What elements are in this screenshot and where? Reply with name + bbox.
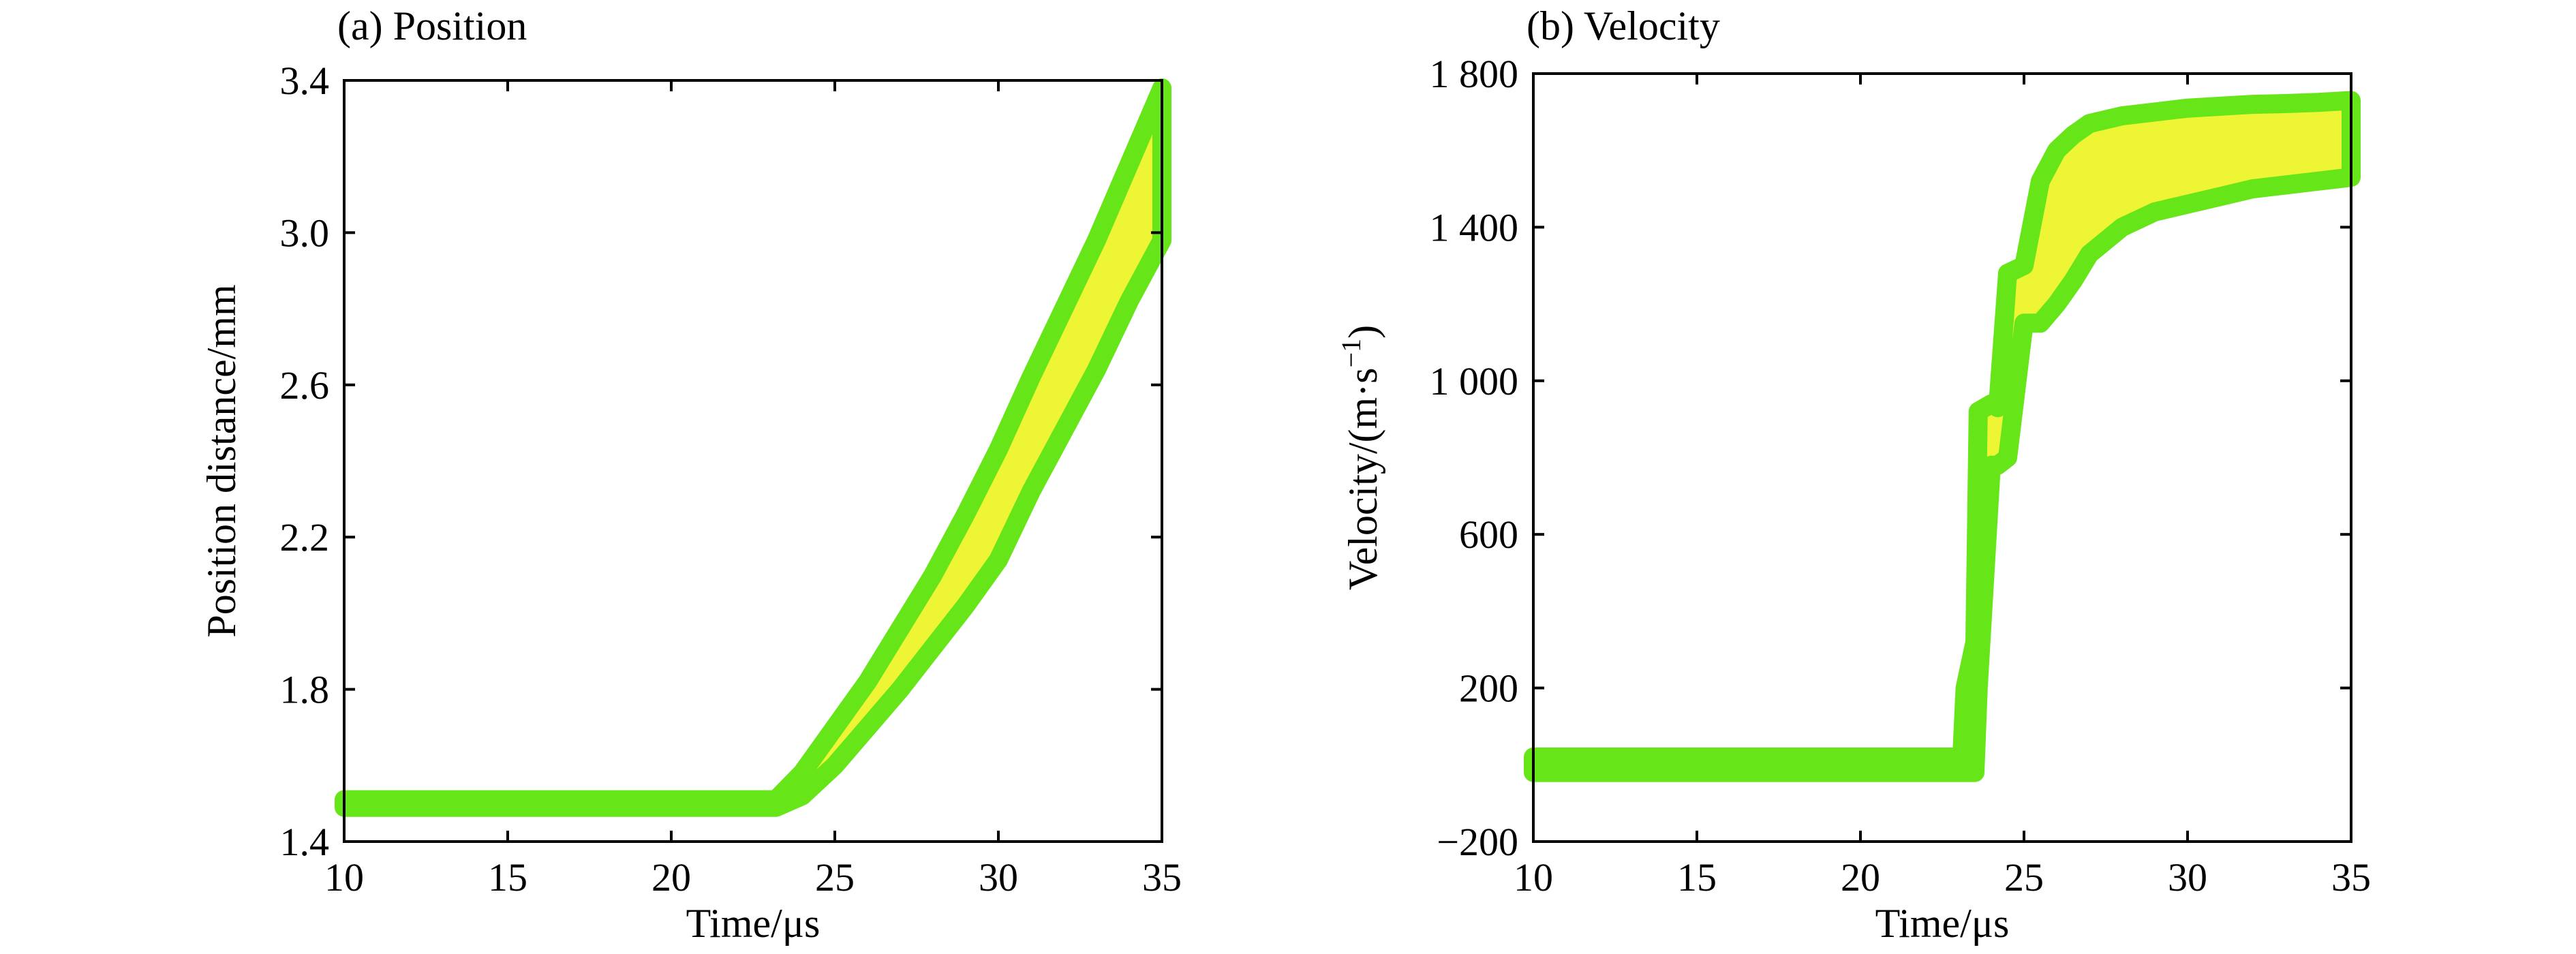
x-tick-label: 30 [2168,855,2207,899]
y-tick-label: 3.0 [280,211,330,255]
y-axis-label: Position distance/mm [199,284,244,637]
y-axis-label: Velocity/(m·s−1) [1336,325,1385,590]
axes-frame [343,79,1163,843]
chart-title: (a) Position [337,3,527,48]
x-tick-label: 25 [815,855,855,899]
y-axis-label-text: Velocity/(m·s [1340,367,1385,590]
x-tick-label: 15 [1677,855,1717,899]
axes-frame [1532,72,2352,843]
y-axis-label-close: ) [1340,325,1385,339]
chart-title: (b) Velocity [1527,3,1720,48]
x-tick-label: 20 [651,855,691,899]
y-tick-label: 1 000 [1430,359,1519,403]
y-tick-label: 2.2 [280,515,330,559]
x-tick-label: 30 [979,855,1018,899]
y-axis-label-text: Position distance/mm [199,284,244,637]
y-tick-label: 1 800 [1430,52,1519,96]
x-tick-label: 35 [2331,855,2371,899]
y-tick-label: 200 [1459,666,1518,711]
y-tick-label: 600 [1459,512,1518,557]
x-tick-label: 10 [1514,855,1553,899]
y-tick-label: −200 [1437,820,1518,864]
y-tick-label: 2.6 [280,363,330,407]
x-tick-label: 35 [1142,855,1182,899]
y-tick-label: 1 400 [1430,205,1519,249]
x-tick-label: 20 [1841,855,1880,899]
y-tick-label: 1.4 [280,820,330,864]
chart-panel-1: 10 15 20 25 30 35 1.4 1.8 2.2 2.6 3.0 3.4(a) Positi… [199,3,1182,946]
x-tick-label: 25 [2004,855,2044,899]
x-axis-label: Time/μs [1875,901,2010,946]
chart-panel-2: 10 15 20 25 30 35 −200 200 600 1 000 1 400 1 800(b)… [1336,3,2371,946]
x-tick-label: 10 [324,855,364,899]
x-tick-label: 15 [488,855,527,899]
y-tick-label: 3.4 [280,59,330,103]
y-axis-label-superscript: −1 [1336,339,1366,368]
y-tick-label: 1.8 [280,668,330,712]
x-axis-label: Time/μs [686,901,821,946]
